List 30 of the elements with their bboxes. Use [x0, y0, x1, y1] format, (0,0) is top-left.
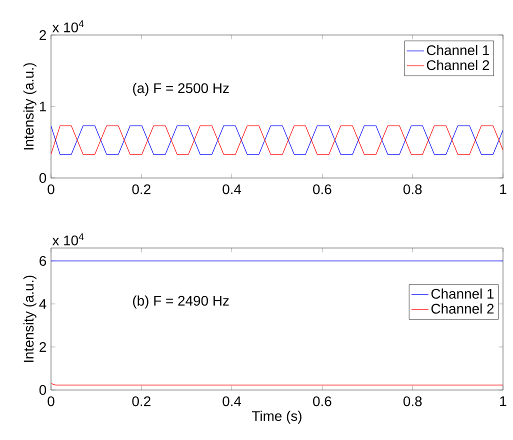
x-tick-label: 0.2 [132, 184, 150, 194]
x-tick-label: 0.4 [222, 184, 242, 194]
y-tick-label: 4 [39, 299, 46, 309]
x-axis-title: Time (s) [252, 410, 302, 424]
legend-label: Channel 2 [431, 303, 494, 314]
x-tick-label: 0.6 [313, 184, 332, 194]
y-tick-label: 6 [40, 256, 46, 266]
annotation: (a) F = 2500 Hz [133, 82, 229, 96]
text: x 10$^{4}$ [52, 20, 84, 32]
x-tick-label: 0.2 [132, 396, 150, 406]
x-tick-label: 0.8 [403, 184, 422, 194]
x-tick-label: 1 [500, 396, 506, 406]
legend-label: Channel 2 [426, 60, 490, 70]
y-tick-label: 0 [39, 385, 46, 395]
y-axis-title: Intensity (a.u.) [23, 276, 36, 362]
x-tick-label: 0.6 [313, 396, 332, 406]
x-tick-label: 0 [48, 184, 54, 194]
legend-label: Channel 1 [431, 288, 494, 299]
x-tick-label: 1 [500, 184, 506, 194]
y-axis-title: Intensity (a.u.) [23, 63, 36, 150]
y-tick-label: 2 [40, 342, 46, 352]
legend-label: Channel 1 [426, 44, 490, 56]
y-tick-label: 2 [40, 30, 46, 40]
annotation: (b) F = 2490 Hz [133, 295, 229, 308]
x-tick-label: 0.8 [403, 396, 422, 406]
y-tick-label: 1 [40, 102, 46, 112]
x-tick-label: 0.4 [222, 396, 242, 406]
y-tick-label: 0 [39, 173, 46, 183]
text: x 10$^{4}$ [52, 233, 84, 246]
x-tick-label: 0 [48, 396, 54, 406]
